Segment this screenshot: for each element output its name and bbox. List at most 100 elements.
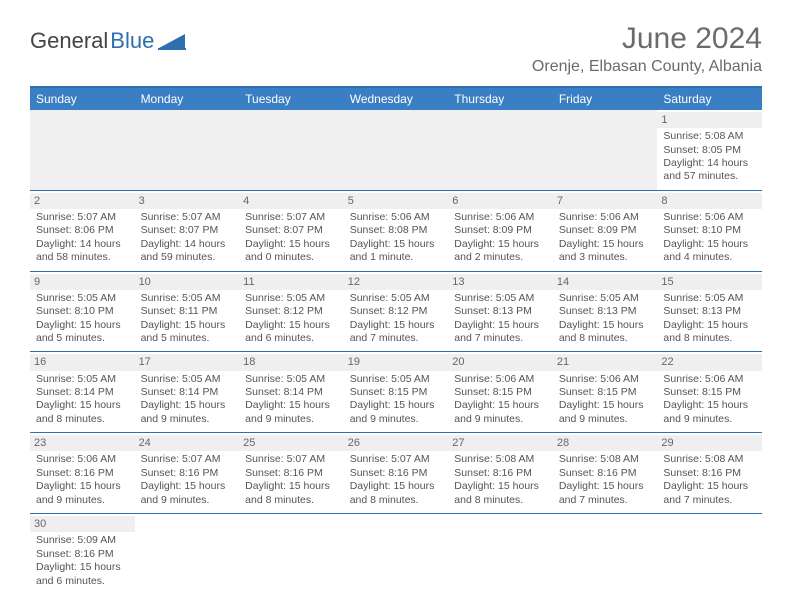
day-info-line: Sunset: 8:16 PM xyxy=(36,548,129,561)
day-info-line: Sunrise: 5:05 AM xyxy=(36,373,129,386)
day-info-line: Sunset: 8:07 PM xyxy=(141,224,234,237)
day-info-line: Sunset: 8:14 PM xyxy=(36,386,129,399)
day-info-line: Daylight: 15 hours xyxy=(36,480,129,493)
day-info-line: Sunset: 8:05 PM xyxy=(663,144,756,157)
day-cell: 1Sunrise: 5:08 AMSunset: 8:05 PMDaylight… xyxy=(657,110,762,190)
day-cell: 13Sunrise: 5:05 AMSunset: 8:13 PMDayligh… xyxy=(448,272,553,352)
day-cell: 21Sunrise: 5:06 AMSunset: 8:15 PMDayligh… xyxy=(553,352,658,432)
day-info-line: Daylight: 15 hours xyxy=(141,399,234,412)
day-cell-blank xyxy=(239,110,344,190)
day-info-line: and 7 minutes. xyxy=(559,494,652,507)
day-info-line: and 6 minutes. xyxy=(36,575,129,588)
day-cell-blank xyxy=(448,514,553,594)
day-number: 25 xyxy=(239,435,344,451)
day-info-line: Sunset: 8:11 PM xyxy=(141,305,234,318)
day-info-line: Sunset: 8:13 PM xyxy=(559,305,652,318)
day-number: 16 xyxy=(30,354,135,370)
day-info-line: and 57 minutes. xyxy=(663,170,756,183)
day-cell: 15 Sunrise: 5:05 AMSunset: 8:13 PMDayligh… xyxy=(657,272,762,352)
day-info-line: Sunset: 8:13 PM xyxy=(663,305,756,318)
weekday-wednesday: Wednesday xyxy=(344,88,449,110)
day-number: 17 xyxy=(135,354,240,370)
day-info-line: Daylight: 15 hours xyxy=(454,480,547,493)
day-number: 20 xyxy=(448,354,553,370)
weekday-thursday: Thursday xyxy=(448,88,553,110)
day-info-line: Sunset: 8:13 PM xyxy=(454,305,547,318)
day-info-line: Daylight: 14 hours xyxy=(141,238,234,251)
day-info-line: Daylight: 14 hours xyxy=(36,238,129,251)
day-number: 9 xyxy=(30,274,135,290)
day-info-line: Sunrise: 5:05 AM xyxy=(245,373,338,386)
day-info-line: Sunrise: 5:05 AM xyxy=(141,292,234,305)
day-info-line: Sunset: 8:09 PM xyxy=(559,224,652,237)
day-cell: 25Sunrise: 5:07 AMSunset: 8:16 PMDayligh… xyxy=(239,433,344,513)
day-info-line: Sunrise: 5:08 AM xyxy=(663,453,756,466)
calendar-grid: Sunday Monday Tuesday Wednesday Thursday… xyxy=(30,86,762,594)
day-info-line: and 9 minutes. xyxy=(36,494,129,507)
day-cell: 23Sunrise: 5:06 AMSunset: 8:16 PMDayligh… xyxy=(30,433,135,513)
weekday-monday: Monday xyxy=(135,88,240,110)
month-title: June 2024 xyxy=(532,22,762,56)
location-text: Orenje, Elbasan County, Albania xyxy=(532,58,762,76)
day-info-line: Sunrise: 5:08 AM xyxy=(663,130,756,143)
day-info-line: Sunset: 8:06 PM xyxy=(36,224,129,237)
day-info-line: Daylight: 15 hours xyxy=(559,399,652,412)
day-info-line: Sunrise: 5:09 AM xyxy=(36,534,129,547)
day-info-line: Sunrise: 5:05 AM xyxy=(245,292,338,305)
day-info-line: Sunrise: 5:06 AM xyxy=(350,211,443,224)
day-info-line: and 9 minutes. xyxy=(350,413,443,426)
day-number: 18 xyxy=(239,354,344,370)
day-info-line: Daylight: 15 hours xyxy=(245,319,338,332)
calendar-page: GeneralBlue June 2024 Orenje, Elbasan Co… xyxy=(0,0,792,616)
day-info-line: Sunset: 8:10 PM xyxy=(663,224,756,237)
day-number: 21 xyxy=(553,354,658,370)
day-cell: 7Sunrise: 5:06 AMSunset: 8:09 PMDaylight… xyxy=(553,191,658,271)
day-info-line: Daylight: 15 hours xyxy=(663,238,756,251)
day-info-line: Daylight: 15 hours xyxy=(454,238,547,251)
day-info-line: Sunset: 8:16 PM xyxy=(559,467,652,480)
day-info-line: Sunrise: 5:07 AM xyxy=(350,453,443,466)
day-cell: 9Sunrise: 5:05 AMSunset: 8:10 PMDaylight… xyxy=(30,272,135,352)
day-info-line: Sunset: 8:15 PM xyxy=(663,386,756,399)
day-number: 22 xyxy=(657,354,762,370)
day-cell-blank xyxy=(448,110,553,190)
day-info-line: and 7 minutes. xyxy=(350,332,443,345)
day-info-line: Sunrise: 5:05 AM xyxy=(454,292,547,305)
day-number: 13 xyxy=(448,274,553,290)
day-info-line: Daylight: 15 hours xyxy=(663,319,756,332)
day-info-line: and 7 minutes. xyxy=(663,494,756,507)
weekday-sunday: Sunday xyxy=(30,88,135,110)
day-info-line: and 3 minutes. xyxy=(559,251,652,264)
day-info-line: and 5 minutes. xyxy=(141,332,234,345)
day-info-line: Sunrise: 5:07 AM xyxy=(245,453,338,466)
day-info-line: Sunrise: 5:06 AM xyxy=(36,453,129,466)
day-info-line: Daylight: 14 hours xyxy=(663,157,756,170)
day-info-line: Sunrise: 5:06 AM xyxy=(559,211,652,224)
day-info-line: Daylight: 15 hours xyxy=(36,319,129,332)
day-number: 11 xyxy=(239,274,344,290)
day-cell-blank xyxy=(30,110,135,190)
day-number: 10 xyxy=(135,274,240,290)
day-info-line: Daylight: 15 hours xyxy=(350,319,443,332)
day-cell-blank xyxy=(344,514,449,594)
day-info-line: and 2 minutes. xyxy=(454,251,547,264)
day-number: 26 xyxy=(344,435,449,451)
day-info-line: and 1 minute. xyxy=(350,251,443,264)
day-number: 5 xyxy=(344,193,449,209)
day-cell: 12Sunrise: 5:05 AMSunset: 8:12 PMDayligh… xyxy=(344,272,449,352)
day-cell: 14Sunrise: 5:05 AMSunset: 8:13 PMDayligh… xyxy=(553,272,658,352)
day-cell-blank xyxy=(657,514,762,594)
day-info-line: and 8 minutes. xyxy=(36,413,129,426)
day-number: 3 xyxy=(135,193,240,209)
day-number: 15 xyxy=(657,274,762,290)
day-info-line: Daylight: 15 hours xyxy=(141,480,234,493)
day-info-line: Sunrise: 5:05 AM xyxy=(663,292,756,305)
day-info-line: and 5 minutes. xyxy=(36,332,129,345)
day-info-line: and 59 minutes. xyxy=(141,251,234,264)
day-info-line: Daylight: 15 hours xyxy=(245,238,338,251)
day-cell: 11Sunrise: 5:05 AMSunset: 8:12 PMDayligh… xyxy=(239,272,344,352)
day-cell: 16 Sunrise: 5:05 AMSunset: 8:14 PMDayligh… xyxy=(30,352,135,432)
weekday-header-row: Sunday Monday Tuesday Wednesday Thursday… xyxy=(30,88,762,110)
day-info-line: Daylight: 15 hours xyxy=(36,399,129,412)
week-row: 30Sunrise: 5:09 AMSunset: 8:16 PMDayligh… xyxy=(30,514,762,594)
